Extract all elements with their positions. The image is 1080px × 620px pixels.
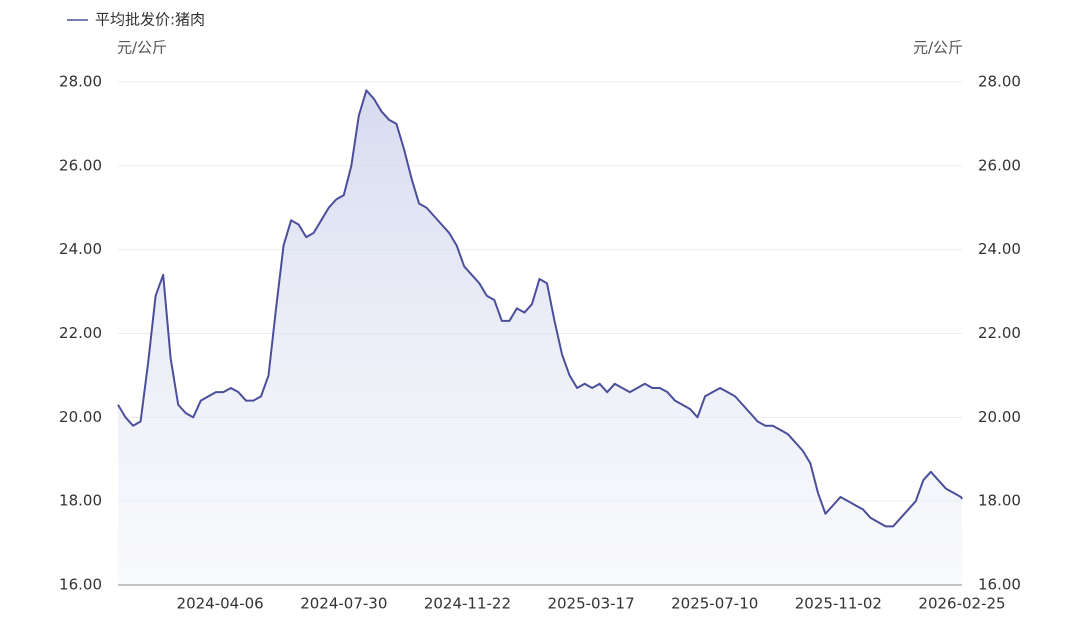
x-tick-label: 2025-07-10 xyxy=(671,595,758,613)
x-tick-label: 2026-02-25 xyxy=(918,595,1005,613)
legend-label: 平均批发价:猪肉 xyxy=(95,11,205,29)
y-tick-label: 16.00 xyxy=(59,576,102,594)
y2-tick-label: 22.00 xyxy=(978,324,1021,342)
x-tick-label: 2024-04-06 xyxy=(177,595,264,613)
y-tick-label: 28.00 xyxy=(59,73,102,91)
area xyxy=(118,90,962,585)
x-tick-label: 2024-11-22 xyxy=(424,595,511,613)
y-tick-label: 22.00 xyxy=(59,324,102,342)
y2-tick-label: 18.00 xyxy=(978,492,1021,510)
x-tick-label: 2025-03-17 xyxy=(547,595,634,613)
y-tick-label: 20.00 xyxy=(59,408,102,426)
y-tick-label: 24.00 xyxy=(59,240,102,258)
y-tick-label: 26.00 xyxy=(59,156,102,174)
x-tick-label: 2025-11-02 xyxy=(795,595,882,613)
y2-tick-label: 24.00 xyxy=(978,240,1021,258)
y2-tick-label: 26.00 xyxy=(978,156,1021,174)
y2-axis-unit: 元/公斤 xyxy=(913,39,963,57)
y2-tick-label: 20.00 xyxy=(978,408,1021,426)
y-axis-unit: 元/公斤 xyxy=(117,39,167,57)
x-tick-label: 2024-07-30 xyxy=(300,595,387,613)
y-tick-label: 18.00 xyxy=(59,492,102,510)
line xyxy=(117,89,963,528)
y2-tick-label: 28.00 xyxy=(978,73,1021,91)
y2-tick-label: 16.00 xyxy=(978,576,1021,594)
